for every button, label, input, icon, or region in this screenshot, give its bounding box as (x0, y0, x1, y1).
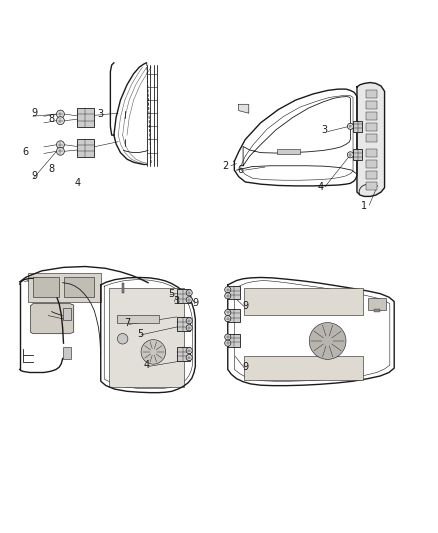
Bar (366, 149, 377, 157)
Bar (122, 283, 124, 293)
Circle shape (225, 316, 231, 322)
Circle shape (347, 152, 353, 158)
Circle shape (225, 334, 231, 340)
Circle shape (57, 141, 64, 149)
Circle shape (347, 123, 353, 130)
Bar (63, 308, 71, 320)
Bar (366, 160, 377, 168)
Bar (244, 287, 363, 314)
Bar (77, 139, 94, 157)
Bar (366, 182, 377, 190)
Circle shape (225, 310, 231, 316)
Text: 4: 4 (75, 178, 81, 188)
Circle shape (57, 147, 64, 155)
Bar (177, 347, 190, 361)
Bar (177, 289, 190, 303)
Circle shape (141, 340, 166, 364)
Bar (28, 273, 101, 302)
Text: 3: 3 (98, 109, 104, 119)
Text: 4: 4 (144, 360, 150, 370)
Bar (77, 108, 94, 127)
Bar (277, 149, 300, 155)
Bar (353, 149, 362, 160)
Text: 4: 4 (318, 182, 324, 192)
Text: 1: 1 (361, 201, 367, 211)
Circle shape (117, 334, 128, 344)
Bar (117, 314, 159, 324)
Bar (63, 347, 71, 359)
Circle shape (225, 287, 231, 293)
Text: 3: 3 (173, 296, 179, 305)
Text: 9: 9 (242, 362, 248, 372)
Text: 3: 3 (321, 125, 327, 135)
Polygon shape (357, 83, 385, 197)
Bar (366, 171, 377, 179)
Polygon shape (239, 104, 249, 113)
Circle shape (186, 318, 192, 324)
Text: 8: 8 (49, 114, 55, 124)
Bar (33, 278, 59, 297)
Bar (368, 298, 386, 310)
Circle shape (186, 297, 192, 303)
Bar (244, 356, 363, 381)
Polygon shape (31, 304, 74, 334)
Circle shape (186, 290, 192, 296)
Circle shape (186, 325, 192, 331)
Text: 8: 8 (49, 164, 55, 174)
Circle shape (309, 322, 346, 359)
Text: 2: 2 (222, 161, 228, 171)
Circle shape (57, 117, 64, 125)
Circle shape (186, 348, 192, 354)
Text: 7: 7 (124, 318, 130, 328)
Bar (228, 286, 240, 300)
Text: 9: 9 (31, 108, 37, 118)
Circle shape (225, 340, 231, 346)
Bar (366, 90, 377, 98)
Text: 5: 5 (137, 329, 143, 339)
Text: 6: 6 (22, 147, 28, 157)
Bar (366, 123, 377, 131)
Text: 5: 5 (168, 289, 174, 298)
Bar (366, 112, 377, 120)
Text: 9: 9 (242, 301, 248, 311)
Bar (366, 101, 377, 109)
Circle shape (57, 110, 64, 118)
Text: 9: 9 (31, 171, 37, 181)
Bar (366, 134, 377, 142)
Circle shape (186, 354, 192, 361)
Bar (177, 317, 190, 332)
Bar (353, 121, 362, 132)
Text: 9: 9 (193, 298, 199, 308)
Text: 6: 6 (237, 165, 243, 175)
Bar (109, 287, 184, 387)
Bar (228, 309, 240, 322)
Bar (64, 278, 94, 297)
Bar (374, 309, 380, 312)
Circle shape (225, 293, 231, 299)
Bar (228, 334, 240, 346)
